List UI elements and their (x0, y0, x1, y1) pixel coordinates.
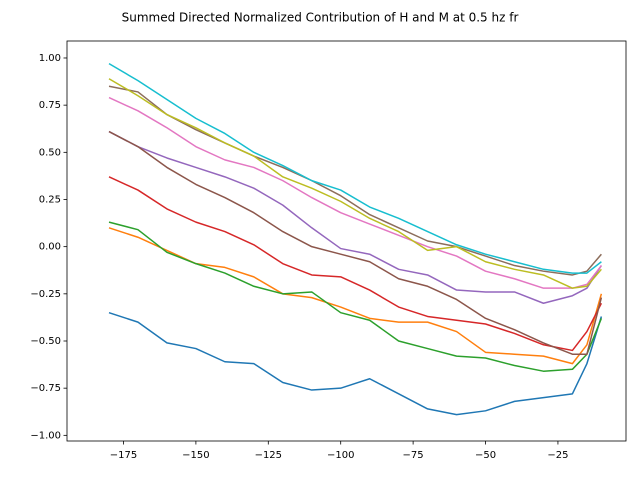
y-tick-label: −0.25 (30, 289, 61, 300)
series-line (108, 221, 603, 372)
x-tick-label: −25 (547, 450, 568, 461)
series-line (108, 130, 603, 305)
y-tick-label: −0.50 (30, 336, 61, 347)
series-line (108, 96, 602, 289)
y-tick-label: 0.75 (39, 100, 61, 111)
series-line (108, 130, 603, 355)
series-line (108, 311, 603, 416)
series-line (108, 85, 602, 276)
y-tick-label: 1.00 (39, 53, 61, 64)
y-tick-label: −1.00 (30, 430, 61, 441)
series-line (108, 176, 603, 352)
y-tick-label: 0.50 (39, 147, 61, 158)
y-tick-label: 0.00 (39, 242, 61, 253)
plot-frame (66, 40, 627, 442)
chart-title: Summed Directed Normalized Contribution … (122, 11, 519, 25)
x-tick-label: −100 (327, 450, 354, 461)
x-tick-label: −175 (110, 450, 137, 461)
y-tick-label: −0.75 (30, 383, 61, 394)
x-tick-label: −50 (475, 450, 496, 461)
series-line (108, 78, 602, 289)
x-tick-label: −150 (182, 450, 209, 461)
series-line (108, 62, 602, 274)
x-tick-label: −75 (403, 450, 424, 461)
x-tick-label: −125 (255, 450, 282, 461)
y-tick-label: 0.25 (39, 194, 61, 205)
series-line (108, 227, 603, 365)
